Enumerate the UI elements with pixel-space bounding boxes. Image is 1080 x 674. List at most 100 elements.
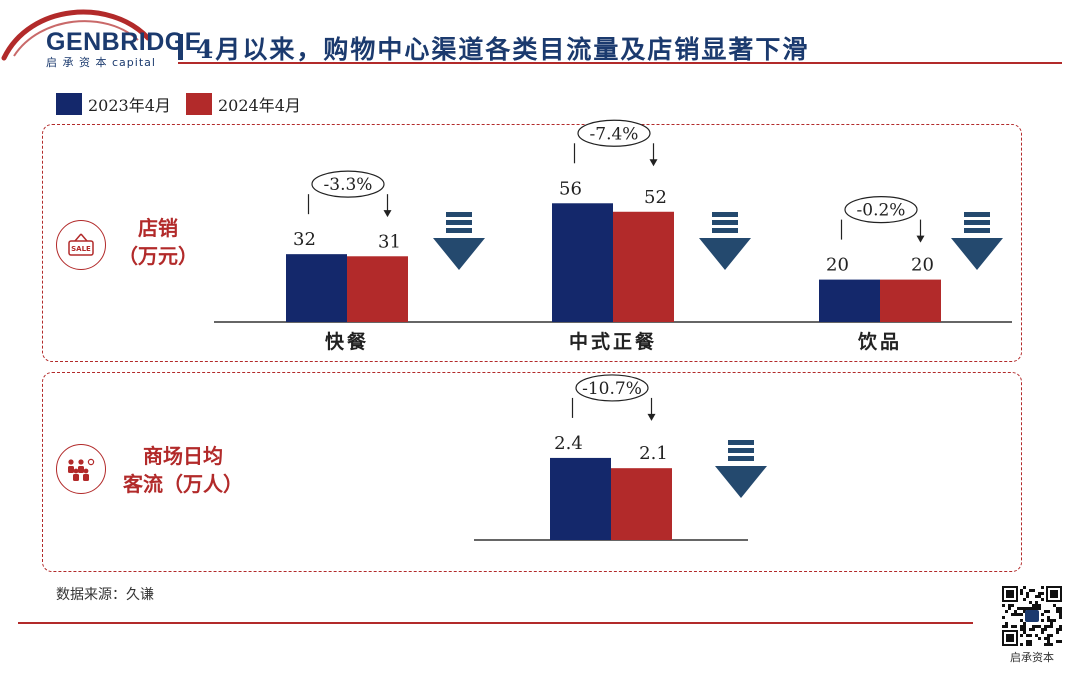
qr-module (1047, 616, 1050, 619)
store-sales-change-1-arrowhead (649, 159, 658, 167)
qr-module (1059, 610, 1062, 613)
qr-module (1002, 604, 1005, 607)
qr-module (1026, 640, 1029, 643)
store-sales-decline-arrow-icon-1-band-0 (712, 212, 738, 217)
qr-module (1035, 601, 1038, 604)
qr-module (1038, 595, 1041, 598)
qr-module (1056, 640, 1059, 643)
qr-module (1029, 628, 1032, 631)
qr-module (1023, 628, 1026, 631)
qr-center-logo (1025, 610, 1039, 622)
qr-module (1020, 592, 1023, 595)
legend-swatch-2023 (56, 93, 82, 115)
store-sales-decline-arrow-icon-2-band-2 (964, 228, 990, 233)
qr-module (1053, 604, 1056, 607)
qr-module (1029, 601, 1032, 604)
qr-module (1014, 610, 1017, 613)
store-sales-change-2-bubble (844, 196, 918, 224)
footfall-decline-arrow-icon-0-band-0 (728, 440, 754, 445)
qr-module (1059, 613, 1062, 616)
qr-code-label: 启承资本 (1010, 651, 1054, 664)
qr-module (1047, 610, 1050, 613)
store-sales-bar-0-1 (347, 256, 408, 322)
store-sales-decline-arrow-icon-2-band-0 (964, 212, 990, 217)
store-sales-bar-2-1 (880, 279, 941, 322)
store-sales-decline-arrow-icon-0-head (433, 238, 485, 270)
qr-module (1020, 589, 1023, 592)
footfall-change-0-bubble (575, 374, 649, 402)
qr-module (1011, 613, 1014, 616)
store-sales-decline-arrow-icon-2 (951, 212, 1003, 270)
svg-text:SALE: SALE (71, 245, 91, 253)
store-sales-value-label-0-0: 32 (293, 229, 316, 250)
legend-swatch-2024 (186, 93, 212, 115)
qr-module (1014, 613, 1017, 616)
qr-module (1035, 625, 1038, 628)
qr-module (1011, 625, 1014, 628)
qr-module (1014, 625, 1017, 628)
qr-module (1038, 625, 1041, 628)
qr-module (1056, 628, 1059, 631)
qr-module (1032, 625, 1035, 628)
qr-finder-core-0 (1006, 590, 1014, 598)
store-sales-decline-arrow-icon-2-band-1 (964, 220, 990, 225)
qr-module (1059, 607, 1062, 610)
qr-module (1008, 604, 1011, 607)
qr-module (1002, 616, 1005, 619)
qr-module (1020, 619, 1023, 622)
legend-label-2024: 2024年4月 (218, 96, 301, 115)
qr-module (1032, 607, 1035, 610)
footfall-label-line1: 商场日均 (143, 444, 223, 468)
store-sales-change-0-bracket (307, 170, 392, 218)
footfall-change-0-arrowhead (647, 413, 656, 421)
qr-module (1035, 634, 1038, 637)
qr-module (1035, 607, 1038, 610)
qr-module (1047, 640, 1050, 643)
qr-module (1020, 643, 1023, 646)
footfall-label: 商场日均 客流（万人） (118, 442, 248, 498)
store-sales-value-label-2-1: 20 (911, 255, 934, 276)
footfall-value-label-0-0: 2.4 (554, 433, 583, 454)
qr-module (1038, 637, 1041, 640)
qr-module (1023, 607, 1026, 610)
footfall-decline-arrow-icon-0-band-2 (728, 456, 754, 461)
qr-module (1050, 625, 1053, 628)
brand-subtitle: 启 承 资 本 capital (46, 56, 156, 69)
qr-code-icon (1002, 586, 1062, 646)
qr-module (1044, 610, 1047, 613)
qr-module (1038, 592, 1041, 595)
qr-module (1044, 637, 1047, 640)
legend-label-2023: 2023年4月 (88, 96, 171, 115)
qr-module (1059, 625, 1062, 628)
qr-module (1020, 634, 1023, 637)
qr-module (1032, 589, 1035, 592)
store-sales-change-1-change-label: -7.4% (590, 124, 639, 144)
store-sales-value-label-2-0: 20 (826, 255, 849, 276)
store-sales-decline-arrow-icon-1-head (699, 238, 751, 270)
qr-module (1035, 604, 1038, 607)
store-sales-decline-arrow-icon-0-band-0 (446, 212, 472, 217)
store-sales-decline-arrow-icon-2-head (951, 238, 1003, 270)
qr-module (1023, 625, 1026, 628)
qr-module (1017, 613, 1020, 616)
legend-item-2023: 2023年4月 (56, 92, 171, 116)
qr-module (1029, 634, 1032, 637)
page-title: 4月以来，购物中心渠道各类目流量及店销显著下滑 (196, 35, 810, 64)
footfall-decline-arrow-icon-0-band-1 (728, 448, 754, 453)
qr-module (1041, 631, 1044, 634)
qr-module (1020, 625, 1023, 628)
qr-module (1044, 628, 1047, 631)
store-sales-bar-2-0 (819, 279, 880, 322)
store-sales-change-2-change-label: -0.2% (857, 201, 906, 221)
store-sales-category-label-0: 快餐 (325, 330, 369, 353)
qr-module (1038, 607, 1041, 610)
qr-module (1026, 607, 1029, 610)
qr-module (1050, 643, 1053, 646)
qr-module (1023, 598, 1026, 601)
crowd-icon (56, 444, 106, 494)
qr-module (1059, 640, 1062, 643)
qr-module (1041, 598, 1044, 601)
qr-module (1032, 604, 1035, 607)
footfall-value-label-0-1: 2.1 (639, 443, 668, 464)
footfall-panel (42, 372, 1022, 572)
